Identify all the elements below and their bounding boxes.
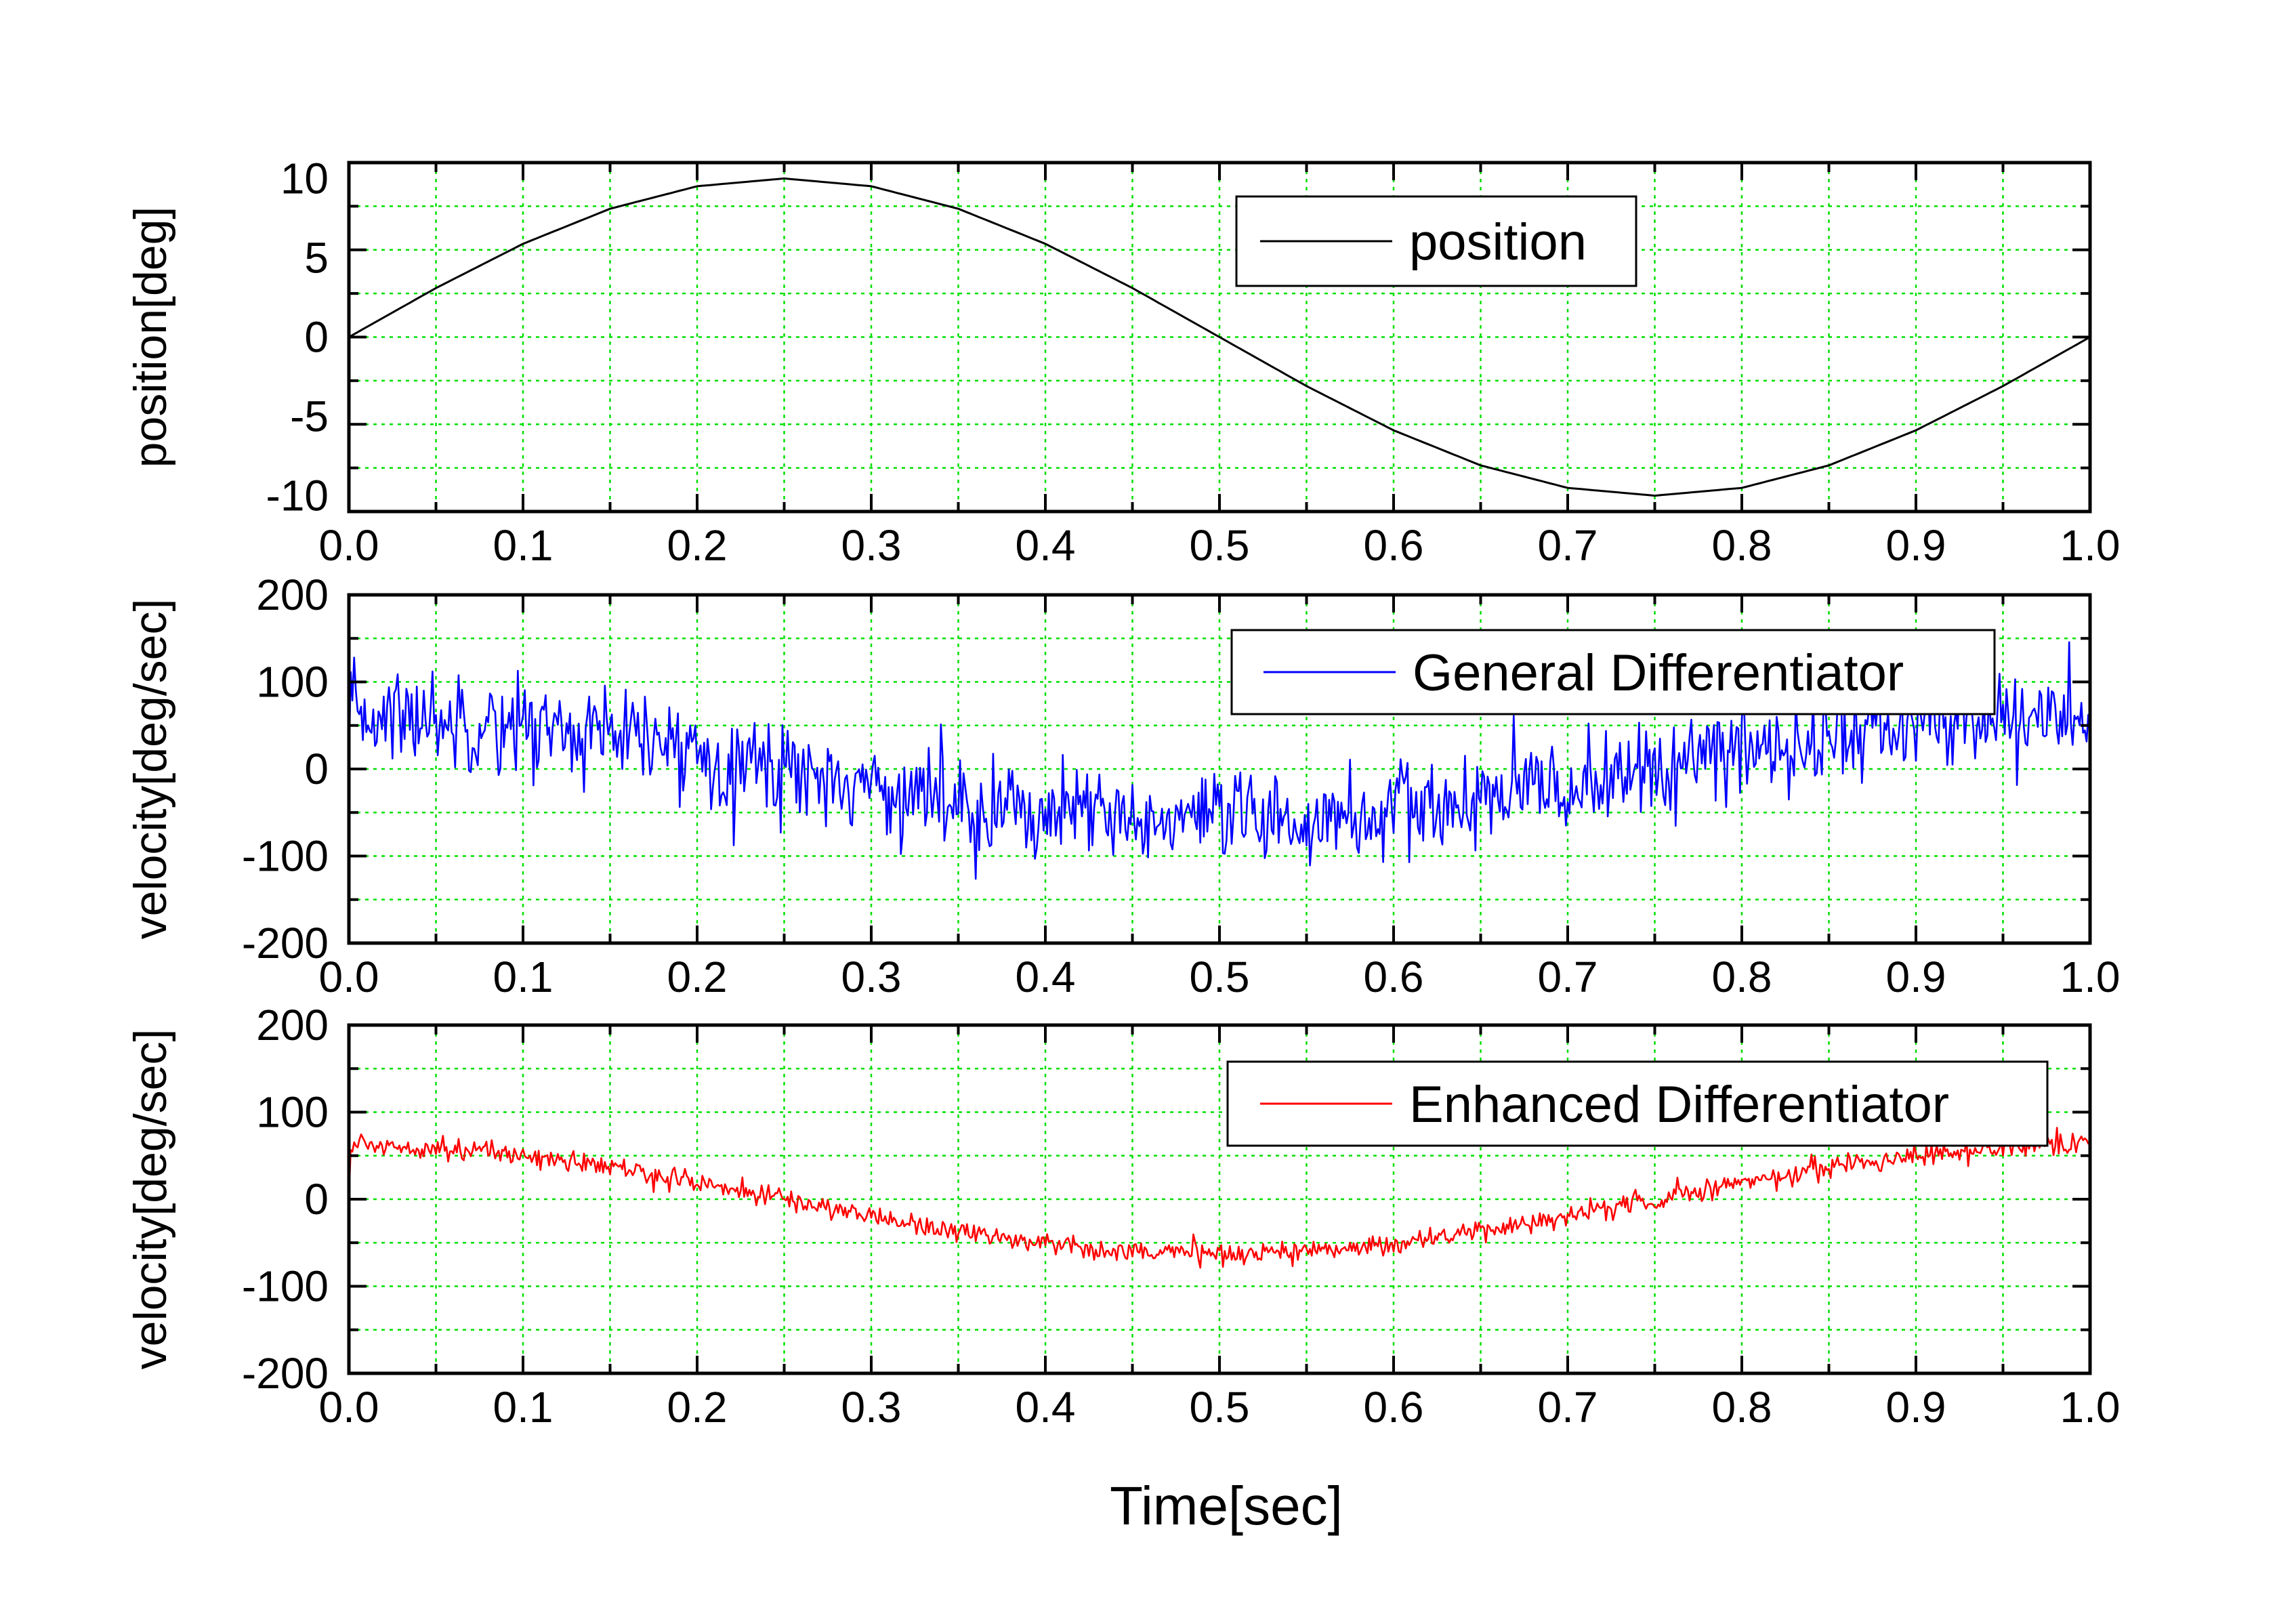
x-tick-label: 0.9 — [1886, 1383, 1946, 1432]
x-tick-label: 0.8 — [1712, 521, 1772, 570]
x-tick-label: 0.4 — [1016, 953, 1076, 1001]
x-tick-label: 0.5 — [1190, 953, 1250, 1001]
y-tick-label: 10 — [280, 154, 329, 203]
y-axis-title: velocity[deg/sec] — [125, 599, 176, 940]
x-tick-label: 0.4 — [1016, 1383, 1076, 1432]
y-axis-title: position[deg] — [125, 207, 176, 468]
x-tick-label: 0.1 — [493, 953, 554, 1001]
legend: General Differentiator — [1230, 629, 1996, 715]
x-tick-label: 0.1 — [493, 1383, 554, 1432]
x-tick-label: 1.0 — [2060, 953, 2121, 1001]
x-tick-label: 1.0 — [2060, 1383, 2121, 1432]
x-tick-label: 0.0 — [319, 1383, 379, 1432]
legend: position — [1235, 195, 1637, 287]
series-line-general-differentiator — [348, 641, 2091, 880]
y-tick-label: 0 — [304, 313, 329, 362]
x-tick-label: 0.2 — [667, 953, 728, 1001]
x-tick-label: 0.1 — [493, 521, 554, 570]
series-line-enhanced-differentiator — [348, 1127, 2091, 1269]
x-tick-label: 0.6 — [1364, 521, 1424, 570]
ticks — [348, 594, 2091, 944]
x-tick-label: 0.2 — [667, 1383, 728, 1432]
y-axis-title: velocity[deg/sec] — [125, 1029, 176, 1370]
x-tick-label: 0.6 — [1364, 1383, 1424, 1432]
legend-label: General Differentiator — [1413, 644, 1904, 702]
y-tick-label: 0 — [304, 745, 329, 793]
x-tick-label: 0.5 — [1190, 521, 1250, 570]
x-tick-label: 0.3 — [841, 953, 902, 1001]
grid — [349, 595, 2090, 943]
legend: Enhanced Differentiator — [1226, 1060, 2049, 1147]
x-tick-label: 0.3 — [841, 1383, 902, 1432]
x-tick-label: 0.9 — [1886, 521, 1946, 570]
y-tick-label: -200 — [242, 1349, 329, 1398]
y-tick-label: -100 — [242, 1262, 329, 1311]
panel-1: 10 5 0 -5 -100.0 0.1 0.2 0.3 0.4 0.5 0.6 0.7 0.8 0.9 1… — [125, 154, 2120, 570]
x-tick-label: 0.5 — [1190, 1383, 1250, 1432]
y-tick-label: 200 — [256, 1001, 329, 1049]
series-line-position — [348, 177, 2091, 497]
ticks — [348, 1024, 2091, 1375]
x-tick-label: 0.3 — [841, 521, 902, 570]
x-tick-label: 0.8 — [1712, 953, 1772, 1001]
legend-label: Enhanced Differentiator — [1409, 1076, 1949, 1133]
x-tick-label: 0.9 — [1886, 953, 1946, 1001]
y-tick-label: -5 — [290, 392, 329, 441]
x-tick-label: 0.7 — [1538, 1383, 1598, 1432]
y-tick-label: -100 — [242, 832, 329, 881]
x-axis-title: Time[sec] — [1110, 1476, 1343, 1536]
legend-label: position — [1409, 213, 1587, 271]
x-tick-label: 0.0 — [319, 953, 379, 1001]
y-tick-label: 100 — [256, 658, 329, 707]
x-tick-label: 0.6 — [1364, 953, 1424, 1001]
ticks — [348, 161, 2091, 513]
x-tick-label: 0.4 — [1016, 521, 1076, 570]
x-tick-label: 0.7 — [1538, 953, 1598, 1001]
x-tick-label: 0.0 — [319, 521, 379, 570]
y-tick-label: 100 — [256, 1088, 329, 1137]
y-tick-label: 200 — [256, 570, 329, 619]
x-tick-label: 0.7 — [1538, 521, 1598, 570]
y-tick-label: 0 — [304, 1175, 329, 1224]
x-tick-label: 0.8 — [1712, 1383, 1772, 1432]
y-tick-label: 5 — [304, 233, 329, 282]
y-tick-label: -200 — [242, 919, 329, 967]
y-tick-label: -10 — [266, 472, 329, 520]
x-tick-label: 0.2 — [667, 521, 728, 570]
x-tick-label: 1.0 — [2060, 521, 2121, 570]
